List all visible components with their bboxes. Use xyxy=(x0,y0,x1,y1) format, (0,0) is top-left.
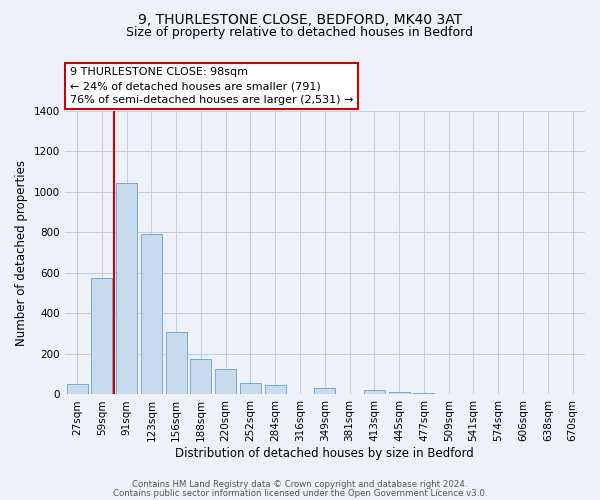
Bar xyxy=(240,384,261,394)
Bar xyxy=(265,386,286,394)
Text: Size of property relative to detached houses in Bedford: Size of property relative to detached ho… xyxy=(127,26,473,39)
Bar xyxy=(314,388,335,394)
Bar xyxy=(389,392,410,394)
Bar xyxy=(67,384,88,394)
Bar xyxy=(364,390,385,394)
Text: Contains HM Land Registry data © Crown copyright and database right 2024.: Contains HM Land Registry data © Crown c… xyxy=(132,480,468,489)
Y-axis label: Number of detached properties: Number of detached properties xyxy=(15,160,28,346)
Bar xyxy=(91,278,112,394)
Text: 9, THURLESTONE CLOSE, BEDFORD, MK40 3AT: 9, THURLESTONE CLOSE, BEDFORD, MK40 3AT xyxy=(138,12,462,26)
Bar xyxy=(116,182,137,394)
Text: Contains public sector information licensed under the Open Government Licence v3: Contains public sector information licen… xyxy=(113,488,487,498)
X-axis label: Distribution of detached houses by size in Bedford: Distribution of detached houses by size … xyxy=(175,447,474,460)
Bar xyxy=(190,359,211,394)
Bar xyxy=(166,332,187,394)
Text: 9 THURLESTONE CLOSE: 98sqm
← 24% of detached houses are smaller (791)
76% of sem: 9 THURLESTONE CLOSE: 98sqm ← 24% of deta… xyxy=(70,67,353,105)
Bar xyxy=(215,369,236,394)
Bar xyxy=(141,234,162,394)
